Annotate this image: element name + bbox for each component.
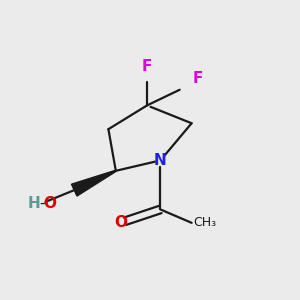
Polygon shape — [71, 170, 116, 196]
Text: -: - — [39, 196, 44, 211]
Text: O: O — [114, 215, 127, 230]
Text: CH₃: CH₃ — [193, 216, 216, 229]
Text: H: H — [27, 196, 40, 211]
Text: F: F — [142, 59, 152, 74]
Text: N: N — [154, 153, 167, 168]
Text: F: F — [192, 71, 203, 86]
Text: O: O — [43, 196, 56, 211]
